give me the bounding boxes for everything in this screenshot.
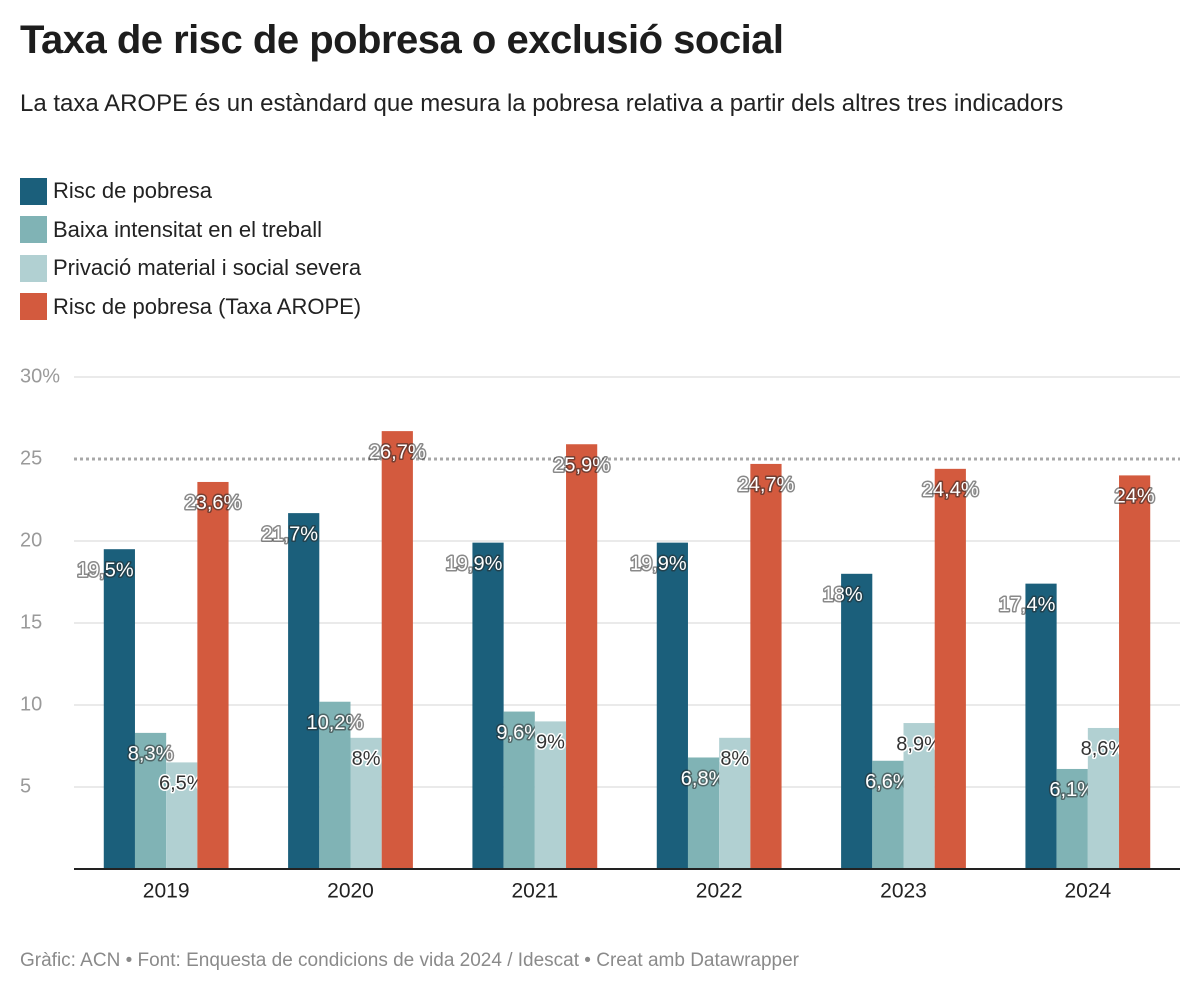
value-label: 23,6% bbox=[185, 492, 242, 514]
y-tick-label: 30% bbox=[20, 365, 60, 387]
bar bbox=[381, 431, 413, 869]
legend-item: Risc de pobresa bbox=[20, 172, 361, 211]
y-tick-label: 25 bbox=[20, 447, 42, 469]
legend-swatch bbox=[20, 293, 47, 321]
value-label: 19,5% bbox=[77, 559, 134, 581]
bar bbox=[934, 468, 966, 869]
bar bbox=[656, 542, 688, 869]
value-label: 10,2% bbox=[307, 712, 364, 734]
legend-item: Privació material i social severa bbox=[20, 249, 361, 288]
value-label: 21,7% bbox=[261, 523, 318, 545]
bar bbox=[350, 737, 382, 869]
y-tick-label: 15 bbox=[20, 611, 42, 633]
legend-item: Baixa intensitat en el treball bbox=[20, 211, 361, 250]
bar bbox=[719, 737, 751, 869]
bar bbox=[872, 760, 904, 869]
bar bbox=[534, 721, 567, 869]
value-label: 8% bbox=[352, 748, 381, 770]
chart-title: Taxa de risc de pobresa o exclusió socia… bbox=[20, 18, 784, 62]
legend: Risc de pobresa Baixa intensitat en el tr… bbox=[20, 172, 361, 326]
value-label: 19,9% bbox=[630, 553, 687, 575]
bar bbox=[1087, 727, 1120, 869]
legend-swatch bbox=[20, 177, 47, 205]
chart-subtitle: La taxa AROPE és un estàndard que mesura… bbox=[20, 90, 1064, 117]
value-label: 24,4% bbox=[922, 479, 979, 501]
value-label: 8% bbox=[720, 748, 749, 770]
y-tick-label: 20 bbox=[20, 529, 42, 551]
bar bbox=[503, 711, 535, 869]
value-label: 24,7% bbox=[738, 474, 795, 496]
bar bbox=[288, 513, 320, 869]
bar bbox=[1056, 768, 1088, 869]
x-tick-label: 2021 bbox=[511, 880, 558, 903]
bar bbox=[319, 701, 351, 869]
bar bbox=[566, 444, 598, 869]
bar bbox=[103, 549, 135, 869]
bar bbox=[687, 757, 720, 869]
source-note: Gràfic: ACN • Font: Enquesta de condicio… bbox=[20, 950, 799, 971]
bar bbox=[166, 762, 198, 869]
value-label: 9% bbox=[536, 732, 565, 754]
legend-label: Risc de pobresa bbox=[53, 178, 212, 204]
value-label: 26,7% bbox=[369, 441, 426, 463]
x-tick-label: 2020 bbox=[327, 880, 374, 903]
bar bbox=[841, 573, 873, 869]
legend-label: Risc de pobresa (Taxa AROPE) bbox=[53, 293, 362, 319]
bar bbox=[472, 542, 504, 869]
x-tick-label: 2023 bbox=[880, 880, 927, 903]
bar bbox=[134, 732, 167, 869]
value-label: 19,9% bbox=[446, 553, 503, 575]
x-tick-label: 2024 bbox=[1064, 880, 1111, 903]
legend-swatch bbox=[20, 216, 47, 244]
bar bbox=[197, 481, 229, 869]
legend-swatch bbox=[20, 254, 47, 282]
bar bbox=[1025, 583, 1057, 869]
value-label: 25,9% bbox=[553, 455, 610, 477]
bar bbox=[903, 723, 935, 869]
value-label: 18% bbox=[823, 584, 863, 606]
x-tick-label: 2022 bbox=[696, 880, 743, 903]
y-tick-label: 5 bbox=[20, 775, 31, 797]
legend-label: Baixa intensitat en el treball bbox=[53, 216, 323, 242]
legend-item: Risc de pobresa (Taxa AROPE) bbox=[20, 288, 361, 327]
value-label: 24% bbox=[1115, 486, 1155, 508]
value-label: 17,4% bbox=[999, 594, 1056, 616]
bar bbox=[1119, 475, 1151, 869]
legend-label: Privació material i social severa bbox=[53, 255, 362, 281]
x-tick-label: 2019 bbox=[143, 880, 190, 903]
value-label: 8,3% bbox=[128, 743, 174, 765]
y-tick-label: 10 bbox=[20, 693, 42, 715]
bar bbox=[750, 463, 782, 869]
